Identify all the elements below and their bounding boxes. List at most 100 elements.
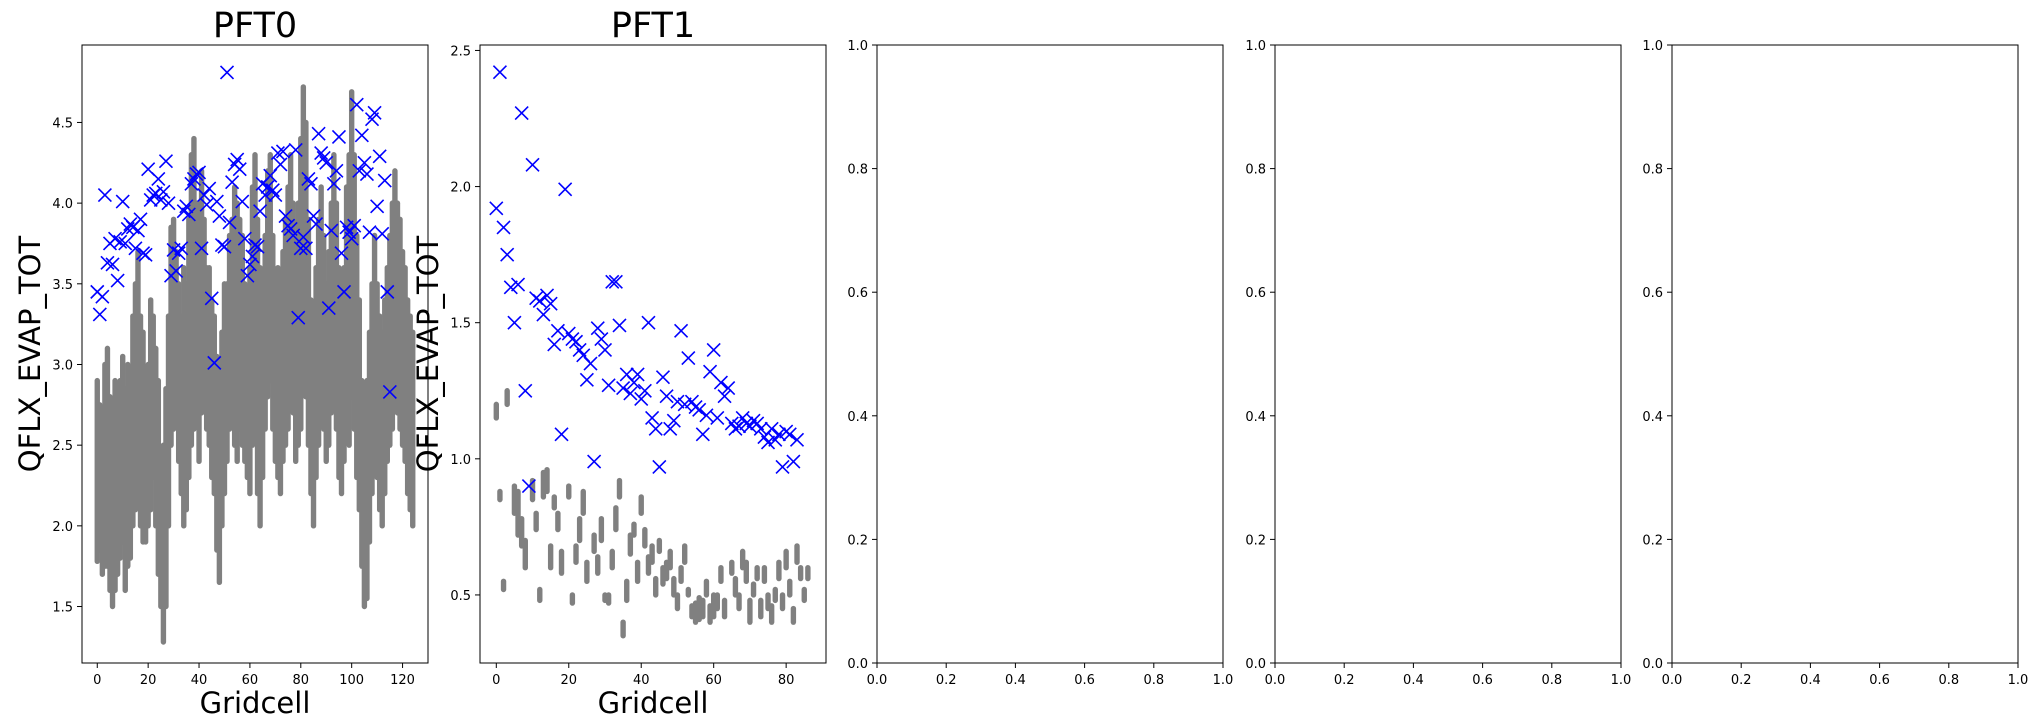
x-marker xyxy=(670,394,685,409)
panel-1: 0 20 40 60 80 0.5 1.0 1.5 2.0 2.5 PFT1 Gridcell QFLX… xyxy=(411,6,827,720)
x-marker xyxy=(652,459,667,475)
panel-title: PFT0 xyxy=(213,6,297,46)
plot-area xyxy=(480,45,826,663)
x-marker xyxy=(95,289,110,304)
x-marker xyxy=(539,288,555,303)
x-marker xyxy=(311,126,326,141)
y-tick-label: 1.0 xyxy=(450,453,471,468)
y-axis-label: QFLX_EVAP_TOT xyxy=(13,236,47,473)
x-marker xyxy=(130,223,146,238)
x-marker xyxy=(151,171,166,186)
plot-area xyxy=(1672,45,2018,663)
y-tick-label: 0.0 xyxy=(1245,657,1266,672)
x-marker xyxy=(616,380,631,396)
x-tick-label: 0.4 xyxy=(1403,673,1424,688)
x-marker xyxy=(92,307,107,322)
x-tick-label: 0.0 xyxy=(867,673,888,688)
x-marker xyxy=(245,249,260,264)
series-blue-markers xyxy=(489,65,805,494)
x-marker xyxy=(113,234,128,249)
x-marker xyxy=(677,397,692,412)
y-tick-label: 1.5 xyxy=(450,317,471,332)
x-marker xyxy=(191,165,207,180)
x-marker xyxy=(268,187,283,203)
x-marker xyxy=(608,274,623,289)
x-tick-label: 20 xyxy=(140,673,157,688)
x-marker xyxy=(336,284,352,299)
x-marker xyxy=(347,218,362,233)
x-marker xyxy=(212,208,227,224)
x-marker xyxy=(308,217,324,232)
x-marker xyxy=(296,229,311,245)
x-marker xyxy=(288,142,303,157)
x-marker xyxy=(645,410,660,426)
y-tick-label: 0.4 xyxy=(1245,410,1266,425)
x-marker xyxy=(370,199,385,214)
x-marker xyxy=(623,386,638,401)
x-marker xyxy=(291,310,306,325)
x-marker xyxy=(97,187,112,203)
x-marker xyxy=(681,351,696,366)
y-tick-label: 1.0 xyxy=(1642,39,1663,54)
x-tick-label: 80 xyxy=(293,673,310,688)
x-marker xyxy=(235,194,250,209)
y-axis-label: QFLX_EVAP_TOT xyxy=(411,236,445,473)
x-marker xyxy=(258,187,273,203)
x-marker xyxy=(331,129,347,145)
x-marker xyxy=(382,384,397,399)
x-marker xyxy=(648,421,663,436)
x-tick-label: 0.6 xyxy=(1472,673,1493,688)
series-blue-markers xyxy=(90,65,397,399)
x-marker xyxy=(706,342,721,357)
x-tick-label: 40 xyxy=(191,673,208,688)
x-marker xyxy=(630,367,645,382)
x-marker xyxy=(518,383,533,398)
x-tick-label: 0.0 xyxy=(1662,673,1683,688)
y-tick-label: 3.0 xyxy=(52,358,73,373)
x-tick-label: 0.0 xyxy=(1265,673,1286,688)
x-marker xyxy=(377,173,392,188)
x-marker xyxy=(510,277,526,292)
x-marker xyxy=(587,454,602,469)
y-tick-label: 0.2 xyxy=(1245,533,1266,548)
x-marker xyxy=(352,163,367,178)
x-marker xyxy=(713,375,728,390)
x-marker xyxy=(380,284,395,299)
x-marker xyxy=(550,323,565,338)
x-marker xyxy=(314,146,329,161)
x-marker xyxy=(230,152,245,167)
x-tick-label: 60 xyxy=(242,673,259,688)
y-tick-label: 0.4 xyxy=(1642,410,1663,425)
axes-frame xyxy=(1274,44,1622,664)
x-marker xyxy=(525,157,540,172)
panel-3: 0.0 0.2 0.4 0.6 0.8 1.0 0.0 0.2 0.4 0.6 0.8 1.0 xyxy=(1245,39,1631,688)
x-marker xyxy=(579,372,594,387)
x-tick-label: 100 xyxy=(339,673,364,688)
x-tick-label: 0.6 xyxy=(1074,673,1095,688)
x-marker xyxy=(319,155,334,170)
x-marker xyxy=(298,241,313,256)
y-tick-label: 1.0 xyxy=(847,39,868,54)
x-marker xyxy=(232,162,247,177)
x-marker xyxy=(637,383,652,398)
x-marker xyxy=(782,427,797,442)
x-marker xyxy=(128,241,143,256)
x-marker xyxy=(489,201,504,216)
x-tick-label: 0 xyxy=(492,673,500,688)
x-marker xyxy=(514,105,529,121)
x-marker xyxy=(503,280,518,295)
x-marker xyxy=(731,419,747,434)
x-marker xyxy=(275,144,291,159)
x-marker xyxy=(583,356,598,371)
x-marker xyxy=(174,241,189,256)
y-tick-label: 0.4 xyxy=(847,410,868,425)
x-marker xyxy=(354,128,369,143)
y-tick-label: 3.5 xyxy=(52,278,73,293)
x-tick-label: 20 xyxy=(560,673,577,688)
x-marker xyxy=(184,176,199,191)
y-tick-label: 0.8 xyxy=(847,163,868,178)
y-tick-label: 1.5 xyxy=(52,601,73,616)
x-tick-label: 0.2 xyxy=(1334,673,1355,688)
x-marker xyxy=(326,176,341,191)
